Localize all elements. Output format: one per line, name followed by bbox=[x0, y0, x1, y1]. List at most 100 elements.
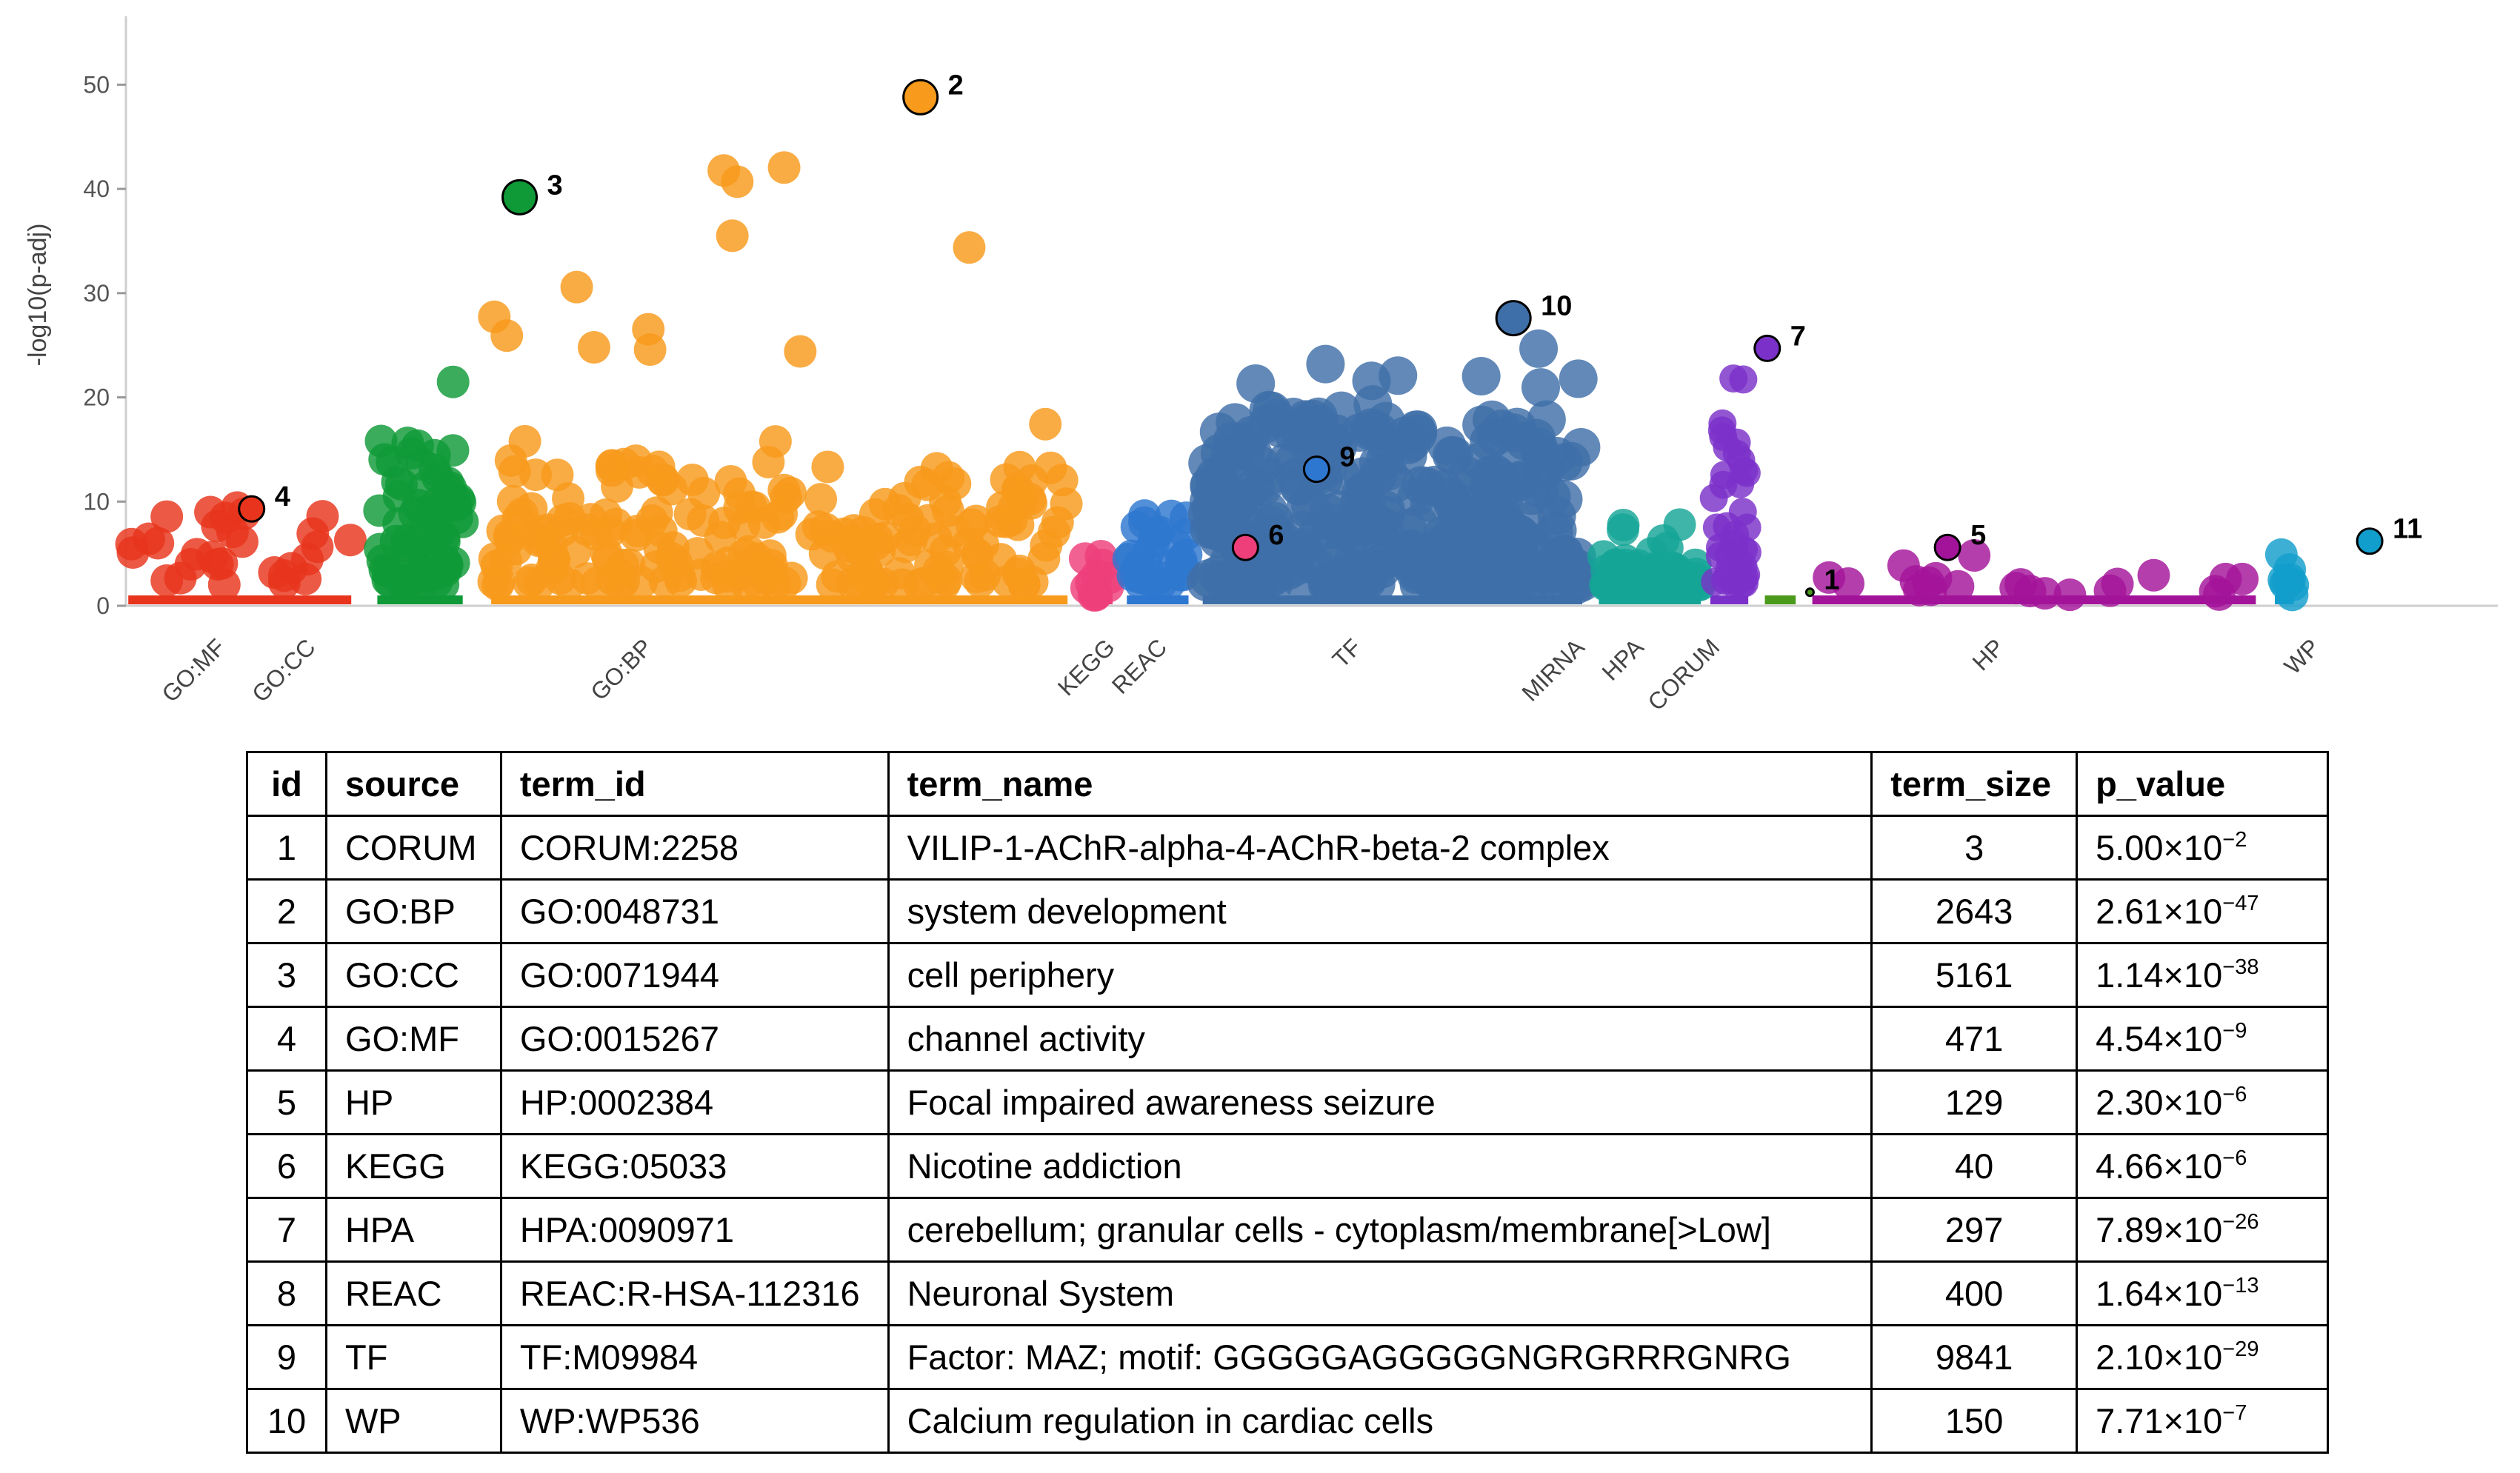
p-value-mantissa: 5.00×10 bbox=[2096, 828, 2223, 867]
data-point bbox=[1699, 484, 1728, 512]
row-id: 8 bbox=[246, 1260, 327, 1326]
p-value-exponent: −47 bbox=[2222, 892, 2259, 915]
p-value-exponent: −38 bbox=[2222, 955, 2259, 979]
data-point bbox=[1728, 498, 1757, 527]
row-id: 5 bbox=[246, 1069, 327, 1135]
x-category-label: CORUM bbox=[1642, 633, 1724, 711]
data-point bbox=[306, 500, 339, 533]
row-p-value: 1.14×10−38 bbox=[2076, 942, 2329, 1008]
data-point bbox=[1537, 565, 1576, 604]
data-point bbox=[401, 489, 435, 522]
table-row: 7 HPA HPA:0090971 cerebellum; granular cell… bbox=[246, 1197, 2329, 1263]
data-point bbox=[2053, 578, 2087, 612]
highlighted-points: 1 2 3 4 5 6 7 9 10 11 bbox=[238, 70, 2422, 598]
data-point bbox=[1999, 572, 2033, 605]
p-value-mantissa: 1.64×10 bbox=[2096, 1274, 2223, 1313]
data-point bbox=[1228, 421, 1267, 461]
row-term-name: channel activity bbox=[887, 1006, 1873, 1072]
row-term-id: WP:WP536 bbox=[499, 1388, 890, 1454]
data-point bbox=[1016, 565, 1049, 598]
highlight-point bbox=[1495, 300, 1532, 337]
row-source: HP bbox=[324, 1069, 502, 1135]
data-point bbox=[150, 500, 184, 533]
data-point bbox=[267, 559, 301, 592]
data-point bbox=[1642, 554, 1676, 587]
data-point bbox=[811, 450, 844, 484]
data-point bbox=[207, 568, 241, 601]
data-point bbox=[767, 151, 801, 184]
data-point bbox=[1410, 483, 1449, 522]
table-row: 4 GO:MF GO:0015267 channel activity 471 4.54×… bbox=[246, 1006, 2329, 1072]
data-point bbox=[333, 524, 367, 557]
row-term-size: 5161 bbox=[1870, 942, 2079, 1008]
row-source: HPA bbox=[324, 1197, 502, 1263]
data-point bbox=[1447, 456, 1487, 495]
data-point bbox=[1350, 411, 1389, 450]
data-point bbox=[1608, 566, 1641, 599]
row-id: 6 bbox=[246, 1133, 327, 1199]
data-point bbox=[2264, 538, 2298, 571]
highlight-point-label: 3 bbox=[547, 170, 563, 201]
data-point bbox=[922, 554, 956, 587]
highlight-point bbox=[1753, 334, 1781, 362]
data-point bbox=[953, 231, 986, 264]
p-value-mantissa: 2.61×10 bbox=[2096, 892, 2223, 931]
data-point bbox=[1469, 504, 1508, 543]
data-point bbox=[593, 515, 627, 548]
data-point bbox=[225, 525, 259, 558]
data-point bbox=[721, 165, 754, 198]
header-term-name: term_name bbox=[887, 751, 1873, 817]
data-point bbox=[174, 547, 207, 581]
header-source: source bbox=[324, 751, 502, 817]
data-point bbox=[911, 504, 944, 537]
data-point bbox=[496, 484, 530, 518]
row-term-id: TF:M09984 bbox=[499, 1324, 890, 1390]
data-point bbox=[740, 552, 773, 586]
data-point bbox=[1919, 561, 1953, 595]
data-point bbox=[1029, 407, 1062, 441]
data-point bbox=[1387, 508, 1427, 547]
row-term-name: system development bbox=[887, 878, 1873, 944]
data-point bbox=[553, 567, 586, 601]
table-row: 10 WP WP:WP536 Calcium regulation in cardia… bbox=[246, 1388, 2329, 1454]
row-term-id: REAC:R-HSA-112316 bbox=[499, 1260, 890, 1326]
row-term-size: 9841 bbox=[1870, 1324, 2079, 1390]
x-category-label: REAC bbox=[1107, 633, 1172, 698]
row-term-id: GO:0071944 bbox=[499, 942, 890, 1008]
data-point bbox=[1958, 539, 1991, 572]
manhattan-plot: 0 10 20 30 40 50 1 2 3 4 5 6 7 9 10 11 GO:MF GO:CC GO:BP… bbox=[24, 16, 2498, 711]
row-term-id: CORUM:2258 bbox=[499, 815, 890, 881]
p-value-exponent: −6 bbox=[2222, 1083, 2247, 1106]
row-term-id: HPA:0090971 bbox=[499, 1197, 890, 1263]
row-id: 4 bbox=[246, 1006, 327, 1072]
p-value-mantissa: 4.66×10 bbox=[2096, 1146, 2223, 1186]
row-term-id: GO:0048731 bbox=[499, 878, 890, 944]
table-row: 8 REAC REAC:R-HSA-112316 Neuronal System 400… bbox=[246, 1260, 2329, 1326]
table-row: 3 GO:CC GO:0071944 cell periphery 5161 1.14×1… bbox=[246, 942, 2329, 1008]
row-source: CORUM bbox=[324, 815, 502, 881]
data-point bbox=[1038, 515, 1071, 549]
row-source: TF bbox=[324, 1324, 502, 1390]
row-source: KEGG bbox=[324, 1133, 502, 1199]
data-point bbox=[301, 530, 334, 564]
data-point bbox=[438, 484, 471, 518]
background-points bbox=[115, 151, 2310, 612]
row-p-value: 2.10×10−29 bbox=[2076, 1324, 2329, 1390]
highlight-point-label: 4 bbox=[275, 481, 290, 512]
data-point bbox=[861, 523, 894, 556]
data-point bbox=[388, 564, 421, 597]
data-point bbox=[1084, 539, 1118, 572]
data-point bbox=[1399, 415, 1438, 454]
data-point bbox=[1430, 564, 1470, 603]
data-point bbox=[1142, 515, 1176, 549]
table-row: 5 HP HP:0002384 Focal impaired awareness se… bbox=[246, 1069, 2329, 1135]
row-p-value: 4.66×10−6 bbox=[2076, 1133, 2329, 1199]
data-point bbox=[486, 514, 519, 547]
p-value-exponent: −6 bbox=[2222, 1146, 2247, 1170]
data-point bbox=[508, 424, 541, 458]
row-term-name: cerebellum; granular cells - cytoplasm/m… bbox=[887, 1197, 1873, 1263]
highlight-point-label: 7 bbox=[1790, 321, 1806, 352]
table-header-row: id source term_id term_name term_size p_… bbox=[246, 751, 2329, 817]
x-category-label: TF bbox=[1327, 633, 1367, 672]
results-table: id source term_id term_name term_size p_… bbox=[246, 751, 2329, 1454]
